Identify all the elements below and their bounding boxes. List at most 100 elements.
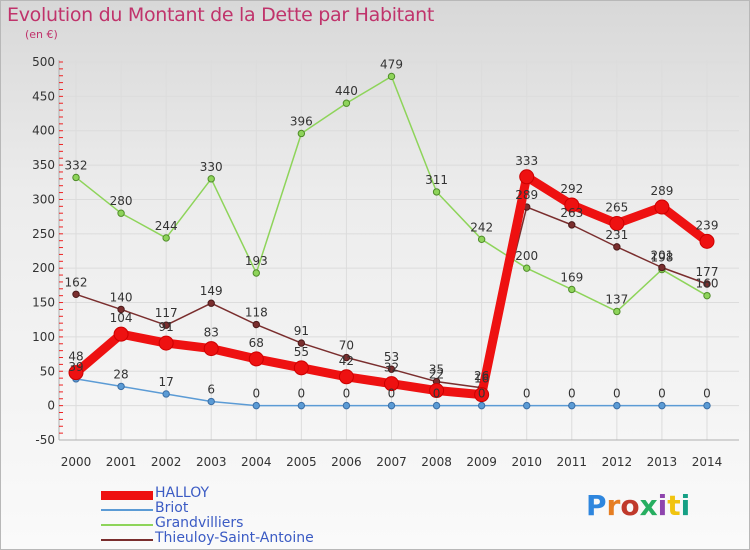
x-tick-label: 2000	[61, 455, 92, 469]
logo-letter: i	[680, 489, 691, 522]
data-point-halloy	[248, 351, 264, 367]
legend-swatch-halloy	[101, 491, 153, 500]
data-label-briot: 0	[658, 387, 666, 401]
logo-letter: P	[586, 489, 607, 522]
data-point-grandvilliers	[117, 209, 125, 217]
logo-letter: t	[667, 489, 681, 522]
data-point-grandvilliers	[207, 175, 215, 183]
data-label-grandvilliers: 396	[290, 114, 313, 128]
y-tick-label: 350	[32, 158, 55, 172]
x-tick-label: 2011	[557, 455, 588, 469]
data-point-briot	[658, 401, 666, 410]
legend-label-briot: Briot	[155, 500, 189, 516]
data-label-thieuloy-saint-antoine: 140	[110, 290, 133, 304]
data-label-briot: 0	[343, 387, 351, 401]
data-point-grandvilliers	[162, 234, 170, 242]
data-label-halloy: 104	[110, 311, 133, 325]
legend-swatch-briot	[101, 509, 153, 511]
data-label-briot: 6	[207, 383, 215, 397]
data-label-briot: 0	[433, 387, 441, 401]
data-label-thieuloy-saint-antoine: 91	[294, 324, 309, 338]
data-label-briot: 0	[298, 387, 306, 401]
data-point-halloy	[699, 233, 715, 249]
y-tick-label: 100	[32, 330, 55, 344]
data-point-halloy	[609, 216, 625, 232]
data-label-halloy: 91	[159, 320, 174, 334]
data-point-halloy	[429, 383, 445, 399]
data-label-grandvilliers: 242	[470, 220, 493, 234]
data-label-grandvilliers: 280	[110, 194, 133, 208]
data-label-grandvilliers: 330	[200, 160, 223, 174]
data-label-grandvilliers: 193	[245, 254, 268, 268]
proxiti-logo: Proxiti	[586, 489, 690, 522]
data-label-grandvilliers: 479	[380, 57, 403, 71]
data-label-thieuloy-saint-antoine: 117	[155, 306, 178, 320]
data-point-halloy	[113, 326, 129, 342]
data-label-halloy: 32	[384, 361, 399, 375]
data-label-briot: 39	[68, 360, 83, 374]
data-label-briot: 0	[568, 387, 576, 401]
data-point-thieuloy-saint-antoine	[568, 221, 576, 229]
data-point-thieuloy-saint-antoine	[387, 365, 396, 373]
data-label-briot: 28	[113, 367, 128, 381]
data-label-thieuloy-saint-antoine: 201	[650, 248, 673, 262]
data-label-halloy: 333	[515, 154, 538, 168]
data-label-thieuloy-saint-antoine: 149	[200, 284, 223, 298]
data-label-grandvilliers: 332	[65, 158, 88, 172]
data-point-grandvilliers	[72, 173, 80, 182]
y-tick-label: 400	[32, 124, 55, 138]
data-label-grandvilliers: 137	[605, 292, 628, 306]
legend-item-thieuloy-saint-antoine: Thieuloy-Saint-Antoine	[101, 530, 401, 546]
x-tick-label: 2007	[376, 455, 407, 469]
data-label-thieuloy-saint-antoine: 26	[474, 369, 489, 383]
x-tick-label: 2009	[466, 455, 497, 469]
y-tick-label: 300	[32, 192, 55, 206]
data-label-halloy: 265	[605, 201, 628, 215]
x-tick-label: 2005	[286, 455, 317, 469]
data-label-briot: 0	[613, 387, 621, 401]
legend-item-halloy: HALLOY	[101, 485, 401, 501]
data-point-briot	[477, 401, 486, 410]
legend-item-briot: Briot	[101, 500, 401, 516]
data-point-briot	[342, 401, 351, 410]
x-tick-label: 2003	[196, 455, 227, 469]
data-point-halloy	[654, 199, 670, 215]
data-point-briot	[387, 401, 396, 410]
data-point-briot	[432, 401, 441, 410]
y-tick-label: -50	[35, 433, 55, 447]
x-tick-label: 2014	[692, 455, 723, 469]
data-point-halloy	[338, 369, 354, 385]
data-label-halloy: 16	[474, 372, 489, 386]
x-tick-label: 2006	[331, 455, 362, 469]
data-label-thieuloy-saint-antoine: 231	[605, 228, 628, 242]
data-point-thieuloy-saint-antoine	[297, 339, 306, 347]
data-label-briot: 0	[523, 387, 531, 401]
data-label-thieuloy-saint-antoine: 70	[339, 339, 354, 353]
data-point-briot	[162, 390, 170, 398]
data-label-halloy: 48	[68, 350, 83, 364]
y-tick-label: 50	[40, 364, 55, 378]
logo-letter: r	[606, 489, 621, 522]
y-tick-label: 250	[32, 227, 55, 241]
data-label-thieuloy-saint-antoine: 177	[696, 265, 719, 279]
data-point-briot	[117, 382, 125, 391]
legend-swatch-grandvilliers	[101, 524, 153, 526]
data-label-grandvilliers: 198	[650, 251, 673, 265]
data-point-halloy	[68, 365, 84, 381]
data-point-thieuloy-saint-antoine	[117, 305, 125, 314]
logo-letter: i	[657, 489, 668, 522]
data-label-grandvilliers: 200	[515, 249, 538, 263]
logo-letter: x	[639, 489, 658, 522]
data-label-halloy: 83	[204, 326, 219, 340]
legend-swatch-thieuloy-saint-antoine	[101, 539, 153, 541]
data-label-halloy: 68	[249, 336, 264, 350]
data-point-grandvilliers	[523, 264, 531, 272]
data-label-halloy: 289	[650, 184, 673, 198]
data-point-thieuloy-saint-antoine	[207, 299, 215, 307]
y-tick-label: 150	[32, 296, 55, 310]
data-label-grandvilliers: 311	[425, 173, 448, 187]
data-label-halloy: 239	[696, 218, 719, 232]
data-point-grandvilliers	[703, 291, 711, 300]
x-tick-label: 2013	[647, 455, 678, 469]
data-point-grandvilliers	[252, 269, 260, 277]
